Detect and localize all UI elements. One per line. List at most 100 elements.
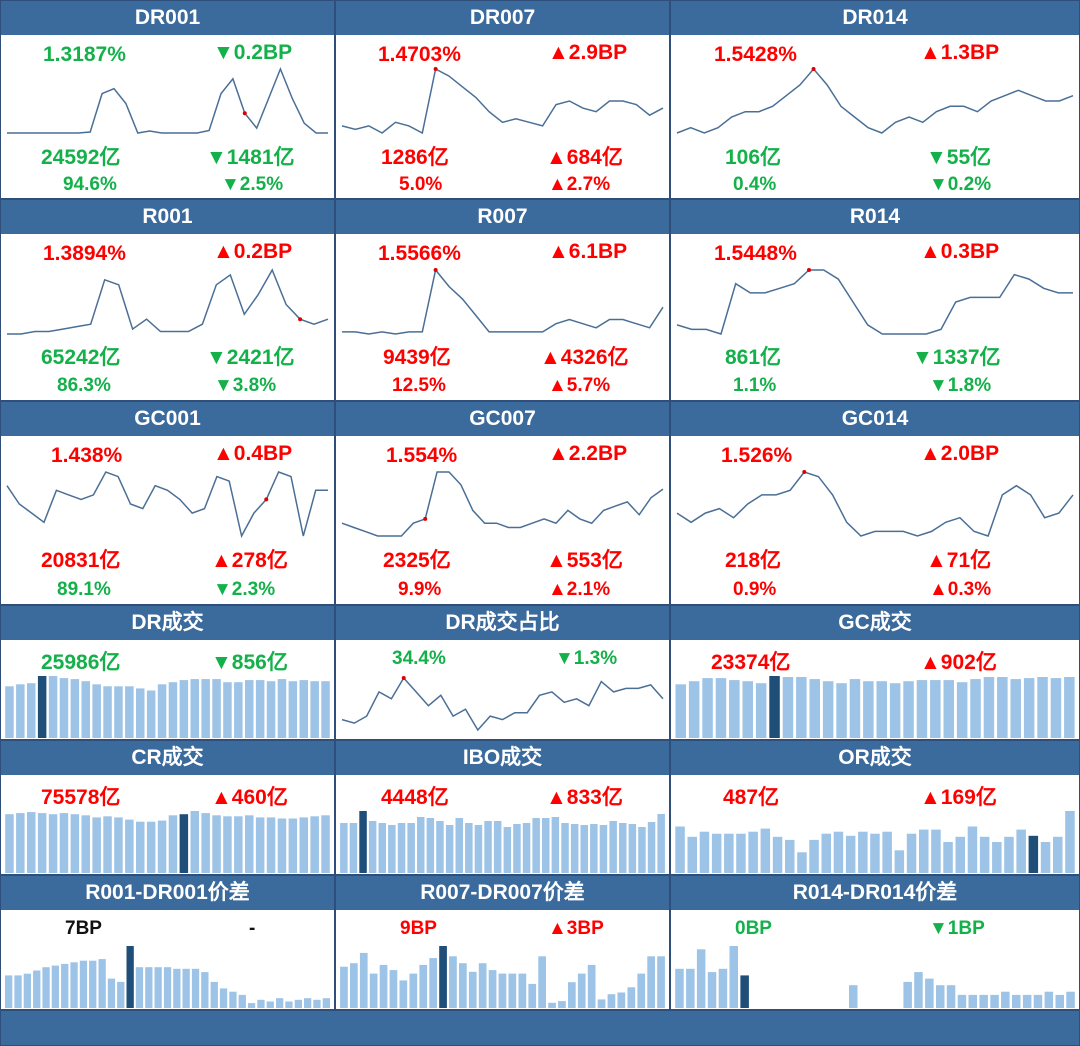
bar — [51, 965, 59, 1008]
bar — [1050, 678, 1062, 738]
bar — [1066, 991, 1075, 1008]
share-change: ▼2.5% — [221, 174, 284, 195]
bar — [558, 1001, 566, 1008]
bar — [48, 814, 58, 873]
highlighted-bar — [1028, 835, 1039, 873]
rate-change: ▼0.2BP — [213, 41, 293, 64]
bar — [23, 973, 31, 1008]
share-change: ▼0.2% — [929, 174, 992, 195]
bar — [321, 815, 330, 873]
bar — [266, 681, 276, 738]
tile-title: IBO成交 — [336, 741, 669, 775]
bar — [245, 680, 254, 738]
bar — [369, 973, 378, 1008]
share-change: ▲0.3% — [929, 579, 992, 600]
bar — [925, 978, 934, 1008]
bar — [943, 842, 953, 873]
tile-gc014: GC014 1.526% ▲2.0BP 218亿 ▲71亿 0.9% ▲0.3% — [670, 401, 1080, 605]
bar — [919, 829, 929, 873]
bar — [212, 679, 221, 738]
bar — [863, 681, 874, 738]
bar — [474, 825, 483, 873]
bar — [580, 825, 588, 873]
bar — [478, 963, 487, 1008]
bar — [276, 998, 284, 1008]
tile-title: CR成交 — [1, 741, 334, 775]
tile-title: GC007 — [336, 402, 669, 436]
bar — [191, 968, 200, 1008]
bar — [870, 833, 880, 873]
bar — [426, 818, 435, 873]
tile-title: R001-DR001价差 — [1, 876, 334, 910]
bar — [201, 972, 209, 1008]
bar — [946, 985, 956, 1008]
bar — [858, 831, 868, 873]
bar — [845, 835, 856, 873]
bar — [587, 964, 596, 1008]
bar — [92, 817, 101, 873]
highlighted-bar — [37, 676, 47, 738]
bar — [484, 821, 492, 873]
main-value: 23374亿 — [711, 651, 791, 674]
volume-change: ▲553亿 — [546, 549, 623, 572]
tile-or-volume: OR成交 487亿 ▲169亿 — [670, 740, 1080, 875]
share-value: 94.6% — [63, 174, 117, 195]
bar — [508, 973, 517, 1008]
latest-point-marker — [807, 268, 811, 272]
bar — [1016, 829, 1026, 873]
share-change: ▲5.7% — [548, 375, 611, 396]
tile-r001-dr001-spread: R001-DR001价差 7BP - — [0, 875, 335, 1010]
rate-value: 1.4703% — [378, 43, 461, 66]
bar — [238, 994, 246, 1008]
rate-value: 1.3187% — [43, 43, 126, 66]
bar — [229, 991, 237, 1008]
bar — [1023, 678, 1035, 738]
bar — [970, 679, 981, 738]
bar — [518, 973, 527, 1008]
bar — [125, 819, 134, 873]
bar — [647, 822, 656, 873]
bar — [955, 836, 965, 873]
latest-point-marker — [423, 516, 428, 521]
bar — [70, 679, 80, 738]
bar — [182, 968, 190, 1008]
bar — [212, 815, 221, 873]
volume-change: ▼55亿 — [926, 146, 992, 169]
bar — [724, 833, 734, 873]
rate-change: ▲0.4BP — [213, 442, 293, 465]
bar — [742, 681, 753, 738]
bar — [179, 680, 189, 738]
bar — [809, 679, 820, 738]
bar — [702, 678, 713, 738]
bar — [340, 823, 348, 873]
tile-title: OR成交 — [671, 741, 1079, 775]
share-value: 89.1% — [57, 579, 111, 600]
main-value: 0BP — [735, 918, 772, 939]
bar — [310, 681, 319, 738]
rate-trend-chart — [342, 268, 664, 335]
bar — [310, 816, 319, 873]
main-value: 9BP — [400, 918, 437, 939]
bar — [70, 962, 78, 1008]
bar — [956, 682, 968, 738]
bar — [89, 960, 97, 1008]
bar — [146, 690, 156, 738]
volume-bar-chart — [675, 811, 1075, 873]
tile-cr-volume: CR成交 75578亿 ▲460亿 — [0, 740, 335, 875]
bar — [528, 983, 537, 1008]
bar — [822, 681, 834, 738]
series-line — [676, 471, 1074, 537]
bar — [359, 952, 368, 1008]
bar — [136, 821, 145, 873]
rate-value: 1.5428% — [714, 43, 797, 66]
rate-change: ▲2.9BP — [548, 41, 628, 64]
rate-trend-chart — [676, 268, 1073, 335]
bar — [313, 999, 321, 1008]
tile-title: DR成交占比 — [336, 606, 669, 640]
rate-value: 1.3894% — [43, 242, 126, 265]
change-value: ▲833亿 — [546, 786, 623, 809]
bar — [340, 966, 348, 1008]
tile-title: DR007 — [336, 1, 669, 35]
bar — [931, 829, 941, 873]
tile-dr-volume: DR成交 25986亿 ▼856亿 — [0, 605, 335, 740]
